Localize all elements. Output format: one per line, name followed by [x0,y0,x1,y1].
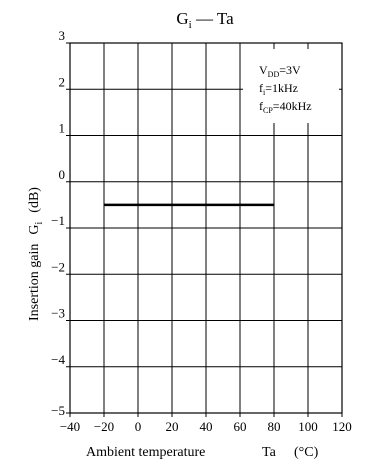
conditions-box-bg [243,49,339,123]
y-tick-label: −5 [51,403,65,418]
y-tick-label: 0 [59,167,66,182]
condition-fi-rest: =1kHz [265,81,298,95]
condition-fcp-main: f [259,99,263,113]
condition-fcp-rest: =40kHz [273,99,312,113]
y-tick-label: −3 [51,306,65,321]
y-tick-label: −1 [51,213,65,228]
condition-fi-sub: i [263,88,266,97]
condition-vdd-rest: =3V [279,63,301,77]
x-axis-label: Ambient temperature Ta (°C) [86,445,319,460]
x-tick-label: 100 [298,419,318,434]
y-tick-label: 2 [59,74,66,89]
x-tick-label: 120 [332,419,352,434]
chart-title: Gi — Ta [176,9,234,31]
x-tick-label: 20 [166,419,179,434]
chart-title-rest: — Ta [192,9,234,28]
x-tick-label: 0 [135,419,142,434]
chart-title-main: G [176,9,188,28]
y-axis-label-sub: i [34,222,45,225]
condition-vdd: VDD=3V [259,63,301,79]
x-axis-label-text: Ambient temperature [86,445,205,460]
y-axis-label-unit: (dB) [27,187,42,213]
x-tick-label: 40 [200,419,213,434]
condition-fcp-sub: CP [263,106,273,115]
plot-frame [69,42,343,414]
y-tick-label: −2 [51,259,65,274]
condition-fcp: fCP=40kHz [259,99,312,115]
y-tick-label: −4 [51,352,65,367]
x-tick-label: 60 [234,419,247,434]
condition-vdd-main: V [259,63,268,77]
condition-fi: fi=1kHz [259,81,298,97]
y-axis-label-symbol: G [27,225,42,235]
y-axis-label: Insertion gain Gi (dB) [27,187,45,321]
chart-title-sub: i [189,19,192,31]
condition-fi-main: f [259,81,263,95]
y-tick-label: 3 [59,28,66,43]
y-tick-labels: 3 2 1 0 −1 −2 −3 −4 −5 [51,28,65,418]
x-axis-label-unit: (°C) [294,445,319,460]
x-tick-labels: −40 −20 0 20 40 60 80 100 120 [60,419,352,434]
condition-vdd-sub: DD [268,70,280,79]
x-tick-label: 80 [268,419,281,434]
x-tick-label: −20 [94,419,114,434]
x-tick-label: −40 [60,419,80,434]
y-tick-label: 1 [59,121,66,136]
y-axis-label-text: Insertion gain [27,244,42,321]
x-axis-label-symbol: Ta [262,445,277,460]
conditions-box: VDD=3V fi=1kHz fCP=40kHz [243,49,339,123]
